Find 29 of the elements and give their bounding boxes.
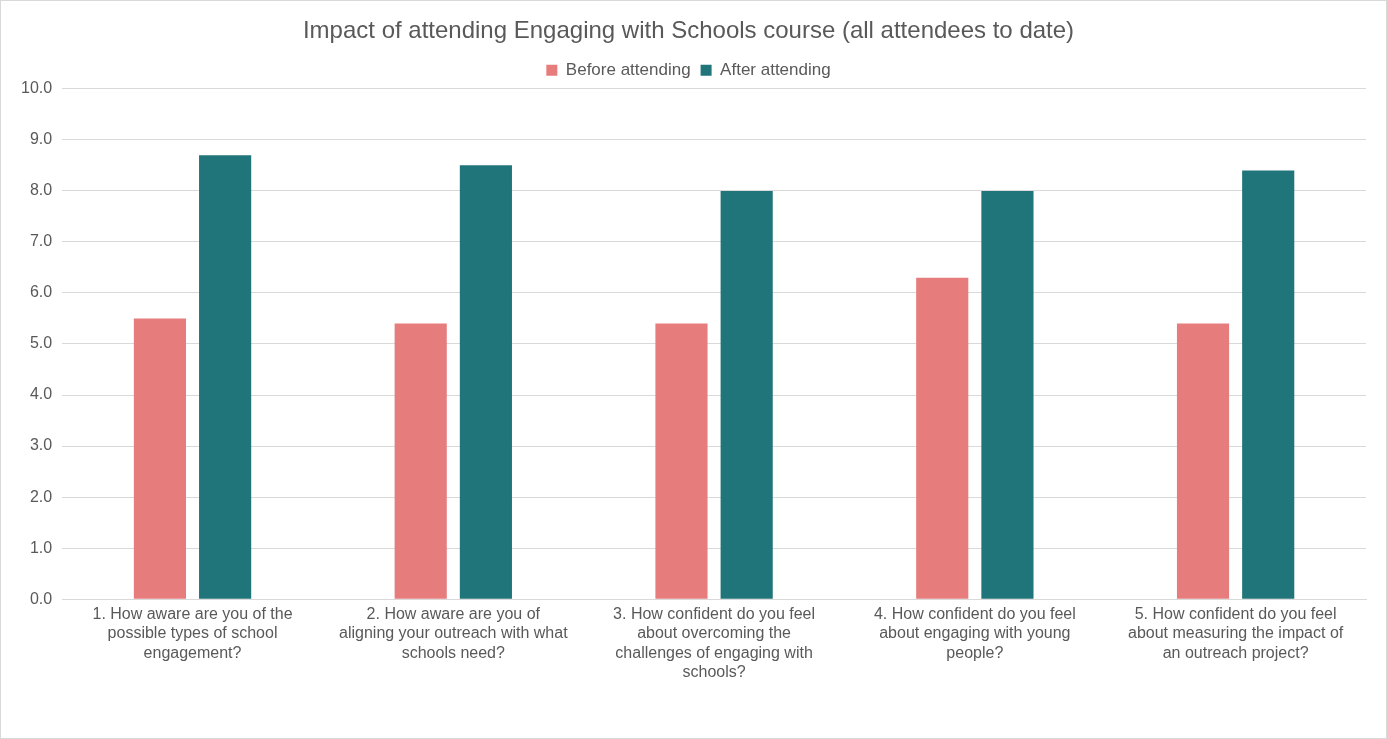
y-tick-label: 0.0 [29, 589, 53, 607]
x-tick-label: 3. How confident do you feel about overcoming the challenges of engaging with schools? [613, 605, 816, 680]
legend-label: Before attending [565, 59, 691, 79]
x-tick-label: 5. How confident do you feel about measuring the impact of an outreach project? [1128, 605, 1344, 661]
bar [1176, 323, 1230, 599]
bar [133, 318, 187, 599]
bar [981, 190, 1034, 599]
y-tick-label: 5.0 [29, 334, 53, 352]
bar [1242, 170, 1295, 599]
y-tick-label: 1.0 [29, 538, 53, 556]
bar [394, 323, 447, 599]
bar [720, 190, 773, 599]
y-tick-label: 7.0 [29, 232, 53, 250]
y-tick-label: 3.0 [29, 436, 53, 454]
x-tick-label: 2. How aware are you of aligning your outreach with what schools need? [339, 605, 569, 661]
x-tick-label: 4. How confident do you feel about engaging with young people? [873, 605, 1076, 661]
legend-label: After attending [720, 59, 831, 79]
y-tick-label: 6.0 [29, 283, 53, 301]
y-tick-label: 8.0 [29, 181, 53, 199]
x-tick-label: 1. How aware are you of the possible types of school engagement? [92, 605, 293, 661]
y-tick-label: 10.0 [21, 79, 53, 97]
y-tick-label: 2.0 [29, 487, 53, 505]
chart-title: Impact of attending Engaging with Schools course (all attendees to date) [302, 16, 1075, 44]
bar [655, 323, 708, 599]
bar [199, 155, 252, 599]
y-tick-label: 9.0 [29, 130, 53, 148]
y-tick-label: 4.0 [29, 385, 53, 403]
bar [916, 277, 969, 599]
bar [459, 165, 512, 599]
